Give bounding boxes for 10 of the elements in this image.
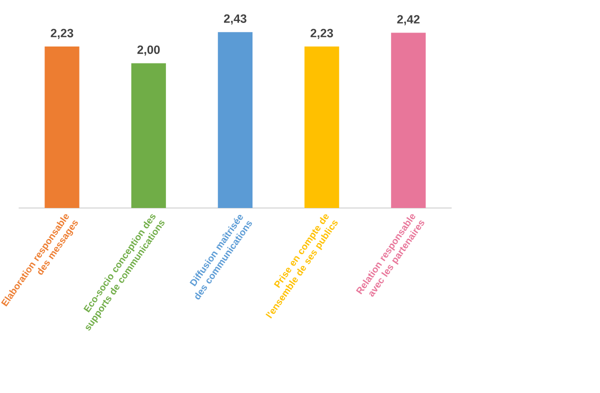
bar xyxy=(391,32,426,208)
bar xyxy=(304,46,340,208)
data-label: 2,00 xyxy=(137,45,160,56)
data-label: 2,23 xyxy=(50,28,74,40)
bar xyxy=(131,63,166,208)
data-label: 2,43 xyxy=(224,14,246,25)
data-label: 2,42 xyxy=(397,15,420,26)
bar xyxy=(44,46,80,208)
bar xyxy=(218,32,253,208)
data-label: 2,23 xyxy=(310,28,334,40)
